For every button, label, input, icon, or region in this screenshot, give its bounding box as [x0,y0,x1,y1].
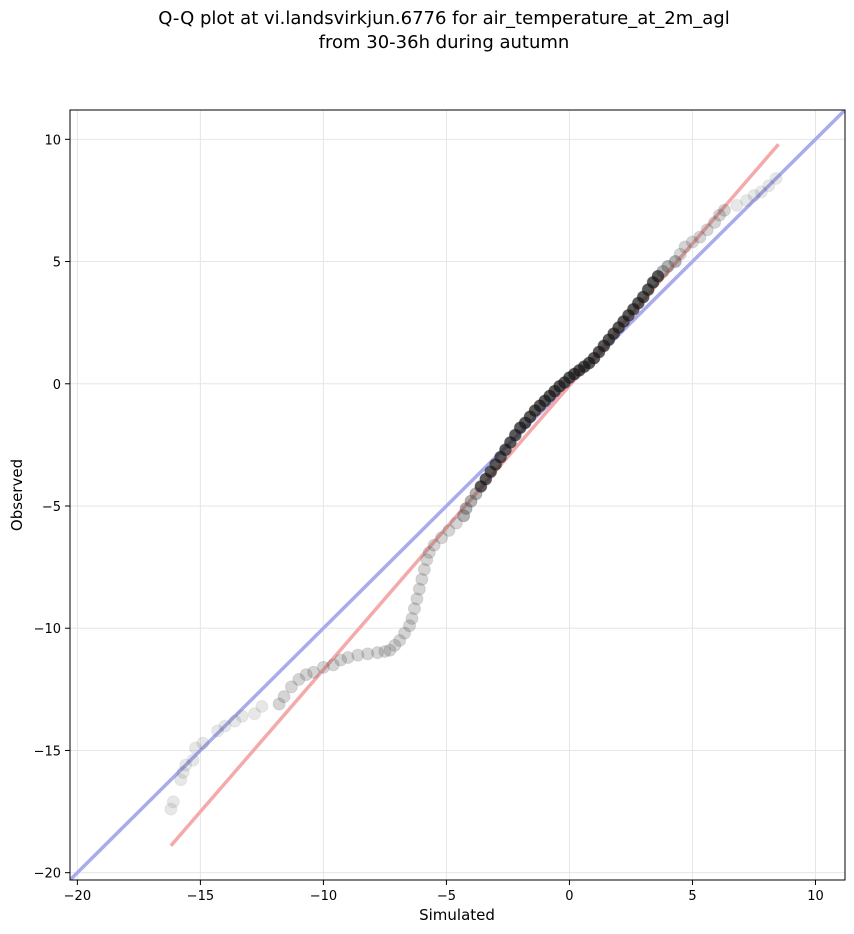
quantile-point [412,582,426,596]
quantile-point [284,680,298,694]
quantile-point [326,658,340,672]
quantile-point [435,531,449,545]
x-axis-label: Simulated [419,906,495,924]
quantile-point [693,230,707,244]
quantile-point [457,509,471,523]
quantile-point [403,619,417,633]
quantile-point [179,758,193,772]
y-tick-label: −20 [34,867,61,882]
quantile-point [316,660,330,674]
quantile-point [186,753,200,767]
quantile-point [393,633,407,647]
plot-frame [69,109,846,881]
y-axis-ticks: −20 −15 −10 −5 0 5 10 [34,133,70,882]
quantile-point [218,719,232,733]
x-axis-ticks: −20 −15 −10 −5 0 5 10 [64,880,824,904]
quantile-point [700,223,714,237]
quantile-point-dense [652,270,665,283]
quantile-point [415,572,429,586]
y-tick-label: −15 [34,744,61,759]
reference-line [70,110,845,880]
quantile-point [407,602,421,616]
quantile-point [196,736,210,750]
quantile-point [277,690,291,704]
quantile-point [166,795,180,809]
quantile-point [661,259,675,273]
quantile-point [334,653,348,667]
quantile-point [164,802,178,816]
quantile-point [299,668,313,682]
chart-title: Q-Q plot at vi.landsvirkjun.6776 for air… [158,8,729,29]
quantile-point [417,563,431,577]
y-axis-label: Observed [8,459,26,531]
quantile-point [228,714,242,728]
quantile-point [464,494,478,508]
quantile-point [442,523,456,537]
x-tick-label: −5 [437,889,456,904]
quantile-point [248,707,262,721]
y-tick-label: −5 [42,500,61,515]
quantile-point [174,773,188,787]
quantile-point [449,516,463,530]
quantile-point [188,741,202,755]
y-tick-label: −10 [34,622,61,637]
x-tick-label: 0 [565,889,573,904]
quantile-point [762,179,776,193]
y-tick-label: 5 [53,256,61,271]
quantile-point [747,189,761,203]
x-tick-label: 5 [688,889,696,904]
quantile-point [235,709,249,723]
x-tick-label: 10 [807,889,824,904]
quantile-point [351,648,365,662]
quantile-point [211,724,225,738]
quantile-point [378,644,392,658]
x-tick-label: −20 [64,889,91,904]
quantile-points [164,171,783,816]
quantile-point [371,646,385,660]
quantile-point [730,198,744,212]
quantile-point [685,235,699,249]
quantile-point [708,215,722,229]
fit-line [169,143,780,847]
y-tick-label: 10 [44,133,61,148]
quantile-point [673,247,687,261]
quantile-point [388,638,402,652]
quantile-point [361,647,375,661]
quantile-point [292,673,306,687]
quantile-point [740,193,754,207]
quantile-point [713,208,727,222]
quantile-point [717,203,731,217]
quantile-point [176,765,190,779]
quantile-point [272,697,286,711]
y-tick-label: 0 [53,378,61,393]
reference-line-path [70,110,845,880]
quantile-point [422,545,436,559]
quantile-point [668,255,682,269]
quantile-point [255,699,269,713]
quantile-point [754,185,768,199]
quantile-point [769,171,783,185]
quantile-point [410,592,424,606]
quantile-point [341,651,355,665]
quantile-point [459,501,473,515]
quantile-point [420,553,434,567]
quantile-point [398,626,412,640]
quantile-point [427,538,441,552]
x-tick-label: −15 [187,889,214,904]
quantile-point [307,665,321,679]
x-tick-label: −10 [310,889,337,904]
quantile-point [383,643,397,657]
chart-subtitle: from 30-36h during autumn [319,32,570,53]
quantile-point [678,240,692,254]
quantile-point [405,611,419,625]
fit-line-path [169,143,780,847]
grid-lines [70,110,845,880]
